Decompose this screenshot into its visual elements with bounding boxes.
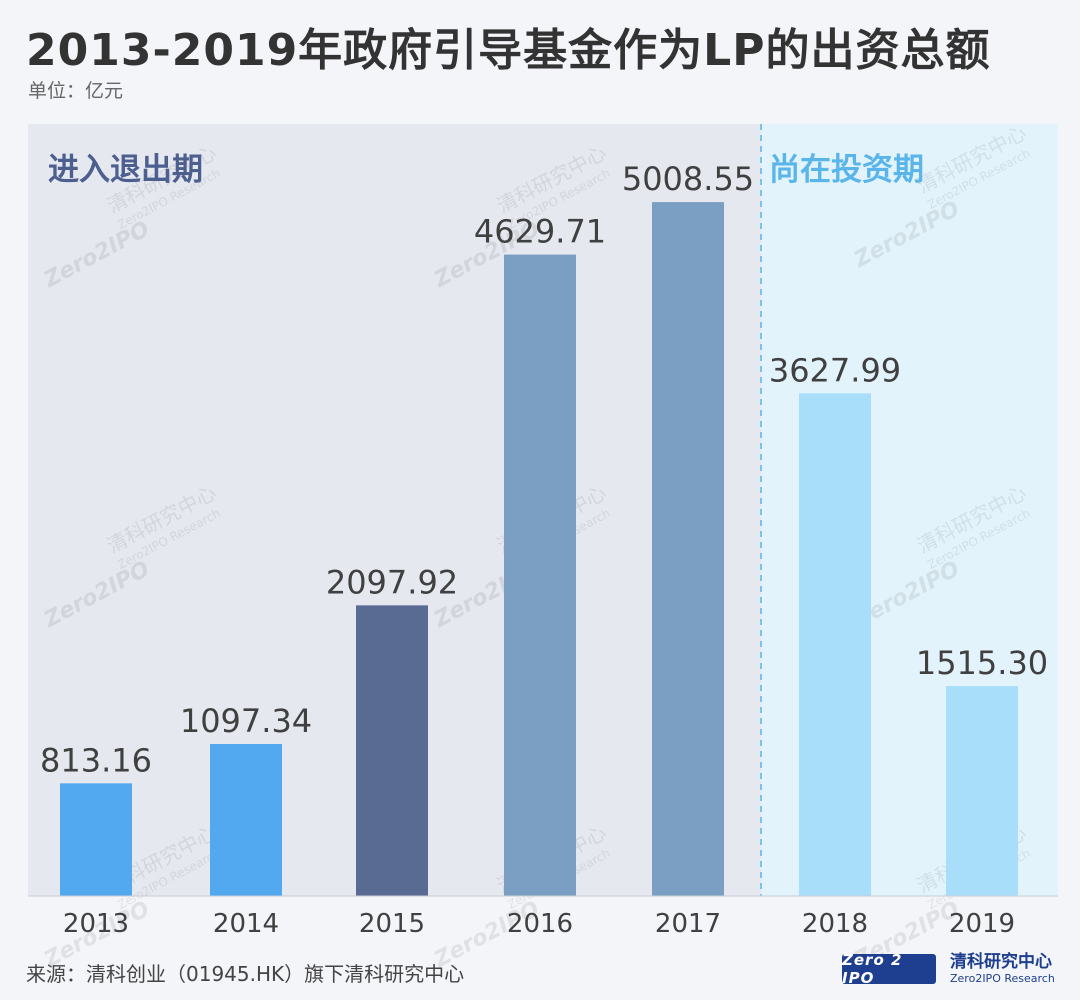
x-tick-label-2017: 2017	[655, 909, 721, 939]
value-label-2013: 813.16	[40, 741, 152, 779]
chart-title: 2013-2019年政府引导基金作为LP的出资总额	[26, 25, 991, 76]
bar-2019	[946, 686, 1018, 896]
bar-2013	[60, 783, 132, 896]
x-tick-label-2018: 2018	[802, 909, 868, 939]
brand-logo: Zero 2 IPO 清科研究中心 Zero2IPO Research	[842, 951, 1055, 987]
value-label-2014: 1097.34	[180, 702, 312, 740]
region-label-invest: 尚在投资期	[769, 152, 924, 188]
x-tick-label-2013: 2013	[63, 909, 129, 939]
logo-mark: Zero 2 IPO	[842, 951, 936, 987]
value-label-2015: 2097.92	[326, 563, 458, 601]
x-tick-label-2014: 2014	[213, 909, 279, 939]
bars: 813.16 2013 1097.34 2014 2097.92 2015 4629.71 2…	[40, 160, 1048, 939]
x-tick-label-2015: 2015	[359, 909, 425, 939]
logo-chinese-name: 清科研究中心	[950, 952, 1052, 972]
bar-2017	[652, 202, 724, 897]
x-tick-label-2019: 2019	[949, 909, 1015, 939]
value-label-2018: 3627.99	[769, 351, 901, 389]
value-label-2016: 4629.71	[474, 213, 606, 251]
x-tick-label-2016: 2016	[507, 909, 573, 939]
bar-2014	[210, 743, 282, 896]
source-note: 来源：清科创业（01945.HK）旗下清科研究中心	[26, 962, 465, 986]
bar-2015	[356, 605, 428, 896]
value-label-2017: 5008.55	[622, 160, 754, 198]
unit-label: 单位：亿元	[28, 80, 124, 102]
region-label-exit: 进入退出期	[48, 152, 203, 188]
bar-2016	[504, 254, 576, 897]
bar-2018	[799, 393, 871, 896]
value-label-2019: 1515.30	[916, 644, 1048, 682]
logo-english-name: Zero2IPO Research	[950, 972, 1055, 985]
logo-text: 清科研究中心 Zero2IPO Research	[950, 952, 1055, 986]
